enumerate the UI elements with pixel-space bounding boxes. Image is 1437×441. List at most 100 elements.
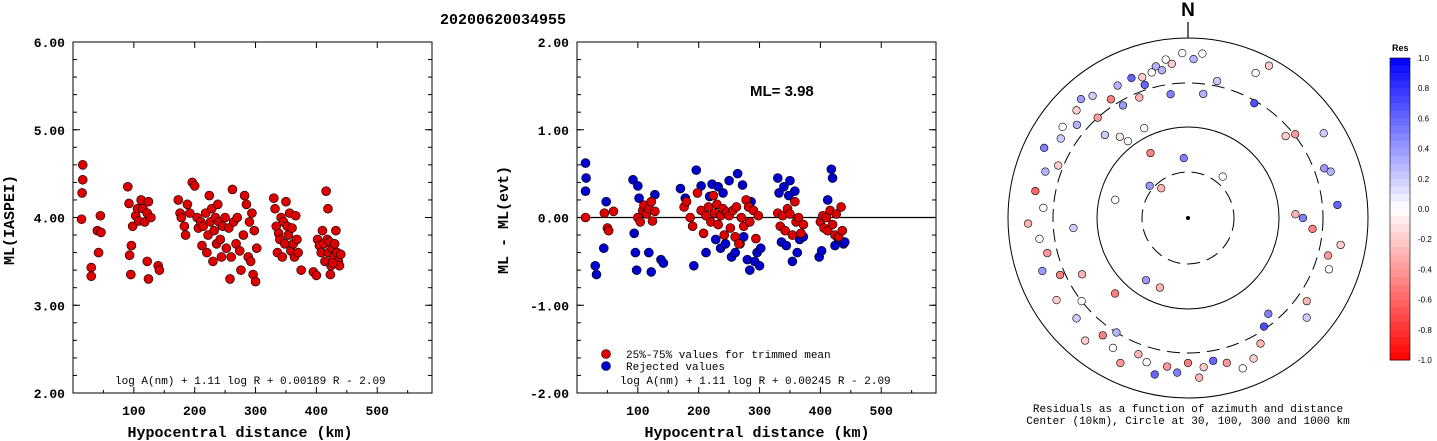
figure-title: 20200620034955: [440, 12, 566, 29]
panel1-point: [146, 212, 156, 223]
station-marker: [1213, 76, 1222, 86]
panel2-rejected-point: [827, 173, 838, 183]
panel2-rejected-point: [779, 181, 789, 192]
station-marker: [1052, 296, 1061, 305]
station-marker: [1031, 186, 1040, 196]
panel1-point: [296, 265, 306, 275]
station-marker: [1072, 314, 1081, 323]
station-marker: [1308, 224, 1317, 233]
panel1-point: [209, 225, 219, 236]
colorbar-cell: [1390, 163, 1410, 172]
colorbar-tick-label: -0.4: [1418, 265, 1432, 274]
panel2-trimmed-point: [580, 212, 591, 223]
panel1-point: [197, 240, 207, 251]
colorbar-cell: [1390, 141, 1410, 150]
panel2-trimmed-point: [793, 212, 804, 223]
panel-residual-vs-distance: 100 200 300 400 500 -2.00 -1.00 0.00 1.00 2.00 ML…: [496, 36, 937, 441]
panel2-rejected-point: [730, 247, 741, 258]
panel1-point: [127, 221, 138, 232]
panel2-rejected-point: [724, 175, 734, 186]
station-marker: [1140, 80, 1149, 89]
panel1-point: [234, 246, 245, 256]
station-marker: [1150, 370, 1159, 379]
colorbar-cell: [1390, 103, 1410, 112]
panel1-ytick-label: 6.00: [34, 36, 65, 51]
panel1-point: [232, 212, 243, 223]
station-marker: [1147, 68, 1156, 77]
panel1-xtick-label: 500: [366, 404, 390, 419]
colorbar-cell: [1390, 216, 1410, 225]
station-marker: [1072, 106, 1081, 115]
panel2-rejected-point: [710, 234, 721, 245]
panel1-point: [268, 193, 279, 203]
panel2-trimmed-point: [745, 217, 755, 227]
panel1-point: [182, 199, 193, 210]
panel1-point: [198, 221, 209, 232]
colorbar-cell: [1390, 276, 1410, 285]
station-marker: [1100, 130, 1110, 140]
colorbar-tick-label: 0.8: [1418, 84, 1430, 93]
panel2-formula: log A(nm) + 1.11 log R + 0.00245 R - 2.0…: [620, 376, 891, 388]
station-marker: [1146, 148, 1155, 158]
panel1-ylabel: ML(IASPEI): [2, 175, 19, 265]
panel2-trimmed-point: [603, 225, 614, 236]
station-marker: [1166, 90, 1175, 99]
colorbar-cell: [1390, 307, 1410, 316]
panel1-point: [77, 160, 88, 170]
panel2-rejected-point: [598, 243, 609, 254]
panel2-trimmed-point: [692, 188, 703, 198]
panel2-trimmed-point: [790, 196, 800, 207]
panel2-trimmed-point: [599, 208, 610, 218]
panel1-point: [173, 195, 184, 205]
ring-30km: [1141, 171, 1235, 265]
station-marker: [1178, 49, 1187, 58]
station-marker: [1127, 73, 1136, 83]
panel2-rejected-point: [839, 237, 850, 247]
panel1-formula: log A(nm) + 1.11 log R + 0.00189 R - 2.0…: [115, 376, 386, 388]
panel1-point: [124, 250, 135, 261]
panel1-point: [142, 256, 153, 267]
station-marker: [1088, 91, 1097, 100]
colorbar-cell: [1390, 125, 1410, 134]
panel1-xtick-label: 200: [183, 404, 207, 419]
panel1-point: [216, 252, 227, 262]
panel1-point: [180, 230, 191, 240]
station-marker: [1320, 164, 1329, 173]
panel1-point: [208, 256, 218, 267]
panel2-trimmed-point: [713, 219, 723, 230]
panel2-trimmed-point: [698, 228, 709, 239]
station-marker: [1081, 336, 1090, 345]
colorbar-cell: [1390, 171, 1410, 180]
colorbar-tick-label: 1.0: [1418, 54, 1430, 63]
panel1-point: [227, 184, 238, 195]
epicenter-marker: [1186, 216, 1190, 220]
panel1-xtick-label: 300: [244, 404, 268, 419]
panel2-rejected-point: [658, 258, 669, 268]
station-marker: [1056, 134, 1065, 143]
panel-azimuth-plot: N Residuals as a function of azimuth and…: [1007, 0, 1369, 428]
legend-label-trimmed: 25%-75% values for trimmed mean: [626, 350, 831, 362]
station-marker: [1324, 265, 1334, 274]
station-marker: [1077, 270, 1087, 279]
panel2-ytick-label: -1.00: [530, 299, 569, 314]
panel1-point: [185, 208, 195, 218]
station-marker: [1039, 203, 1048, 212]
panel1-point: [179, 221, 190, 232]
colorbar-cell: [1390, 231, 1410, 240]
panel1-ytick-label: 5.00: [34, 124, 65, 139]
panel2-trimmed-point: [719, 230, 730, 240]
colorbar-cell: [1390, 88, 1410, 97]
station-marker: [1113, 81, 1122, 90]
panel1-point: [204, 190, 215, 201]
panel1-xtick-label: 100: [122, 404, 146, 419]
station-marker: [1222, 358, 1231, 367]
colorbar-cell: [1390, 284, 1410, 293]
station-marker: [1161, 55, 1170, 64]
panel1-point: [189, 181, 200, 191]
colorbar-cell: [1390, 329, 1410, 338]
colorbar-tick-label: -0.6: [1418, 296, 1432, 305]
north-label: N: [1181, 0, 1195, 21]
panel2-ytick-label: 0.00: [538, 212, 569, 227]
panel1-point: [281, 196, 291, 207]
colorbar-cell: [1390, 292, 1410, 301]
